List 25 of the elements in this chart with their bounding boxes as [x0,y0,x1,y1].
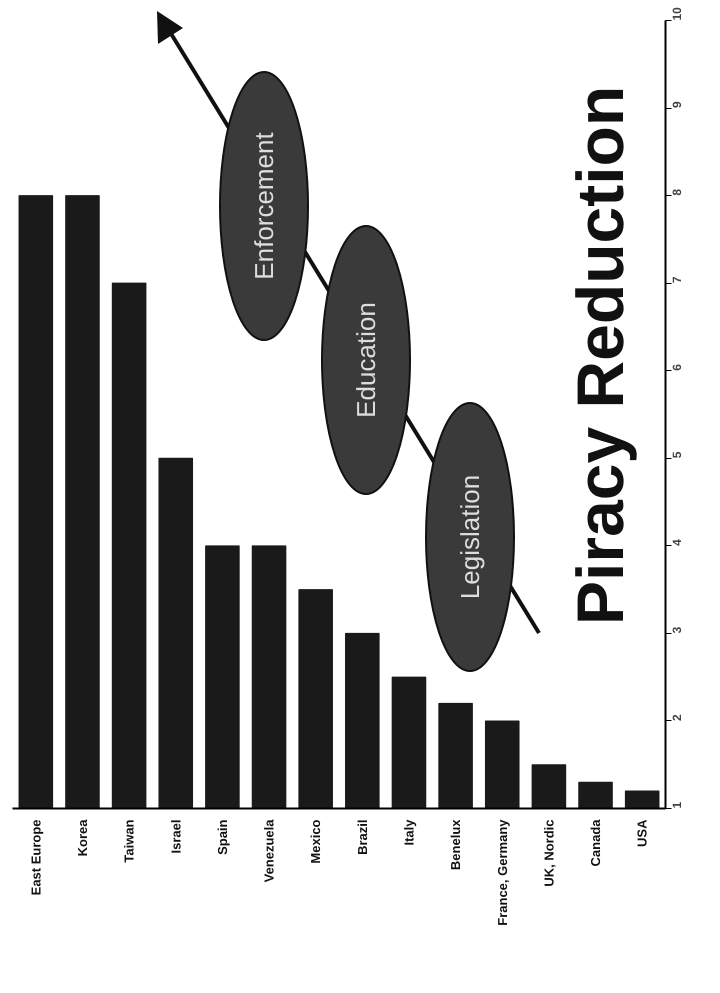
y-tick-label: 8 [670,188,684,196]
x-tick-label: Korea [74,818,90,856]
y-tick-label: 3 [670,626,684,634]
x-tick-label: Mexico [308,819,324,864]
y-tick-label: 6 [670,364,684,371]
x-tick-label: Venezuela [262,818,277,882]
y-tick-label: 9 [670,101,684,108]
x-tick-label: France, Germany [494,818,510,926]
x-tick-label: Brazil [354,819,370,855]
y-tick-label: 4 [670,538,684,546]
y-tick-label: 5 [670,451,684,458]
x-tick-label: Taiwan [122,819,137,863]
x-tick-label: Benelux [448,818,464,870]
y-tick-label: 2 [670,714,684,721]
x-tick-label: Spain [214,819,230,855]
x-tick-label: Italy [401,818,416,846]
x-tick-label: USA [634,818,650,847]
y-tick-label: 10 [670,6,684,20]
y-tick-label: 7 [670,276,684,284]
x-tick-label: East Europe [28,819,44,896]
x-tick-label: Canada [588,818,604,866]
x-tick-label: UK, Nordic [541,820,556,887]
y-tick-label: 1 [670,802,684,808]
x-tick-label: Israel [168,819,184,854]
text: Piracy Reduction [563,86,638,625]
